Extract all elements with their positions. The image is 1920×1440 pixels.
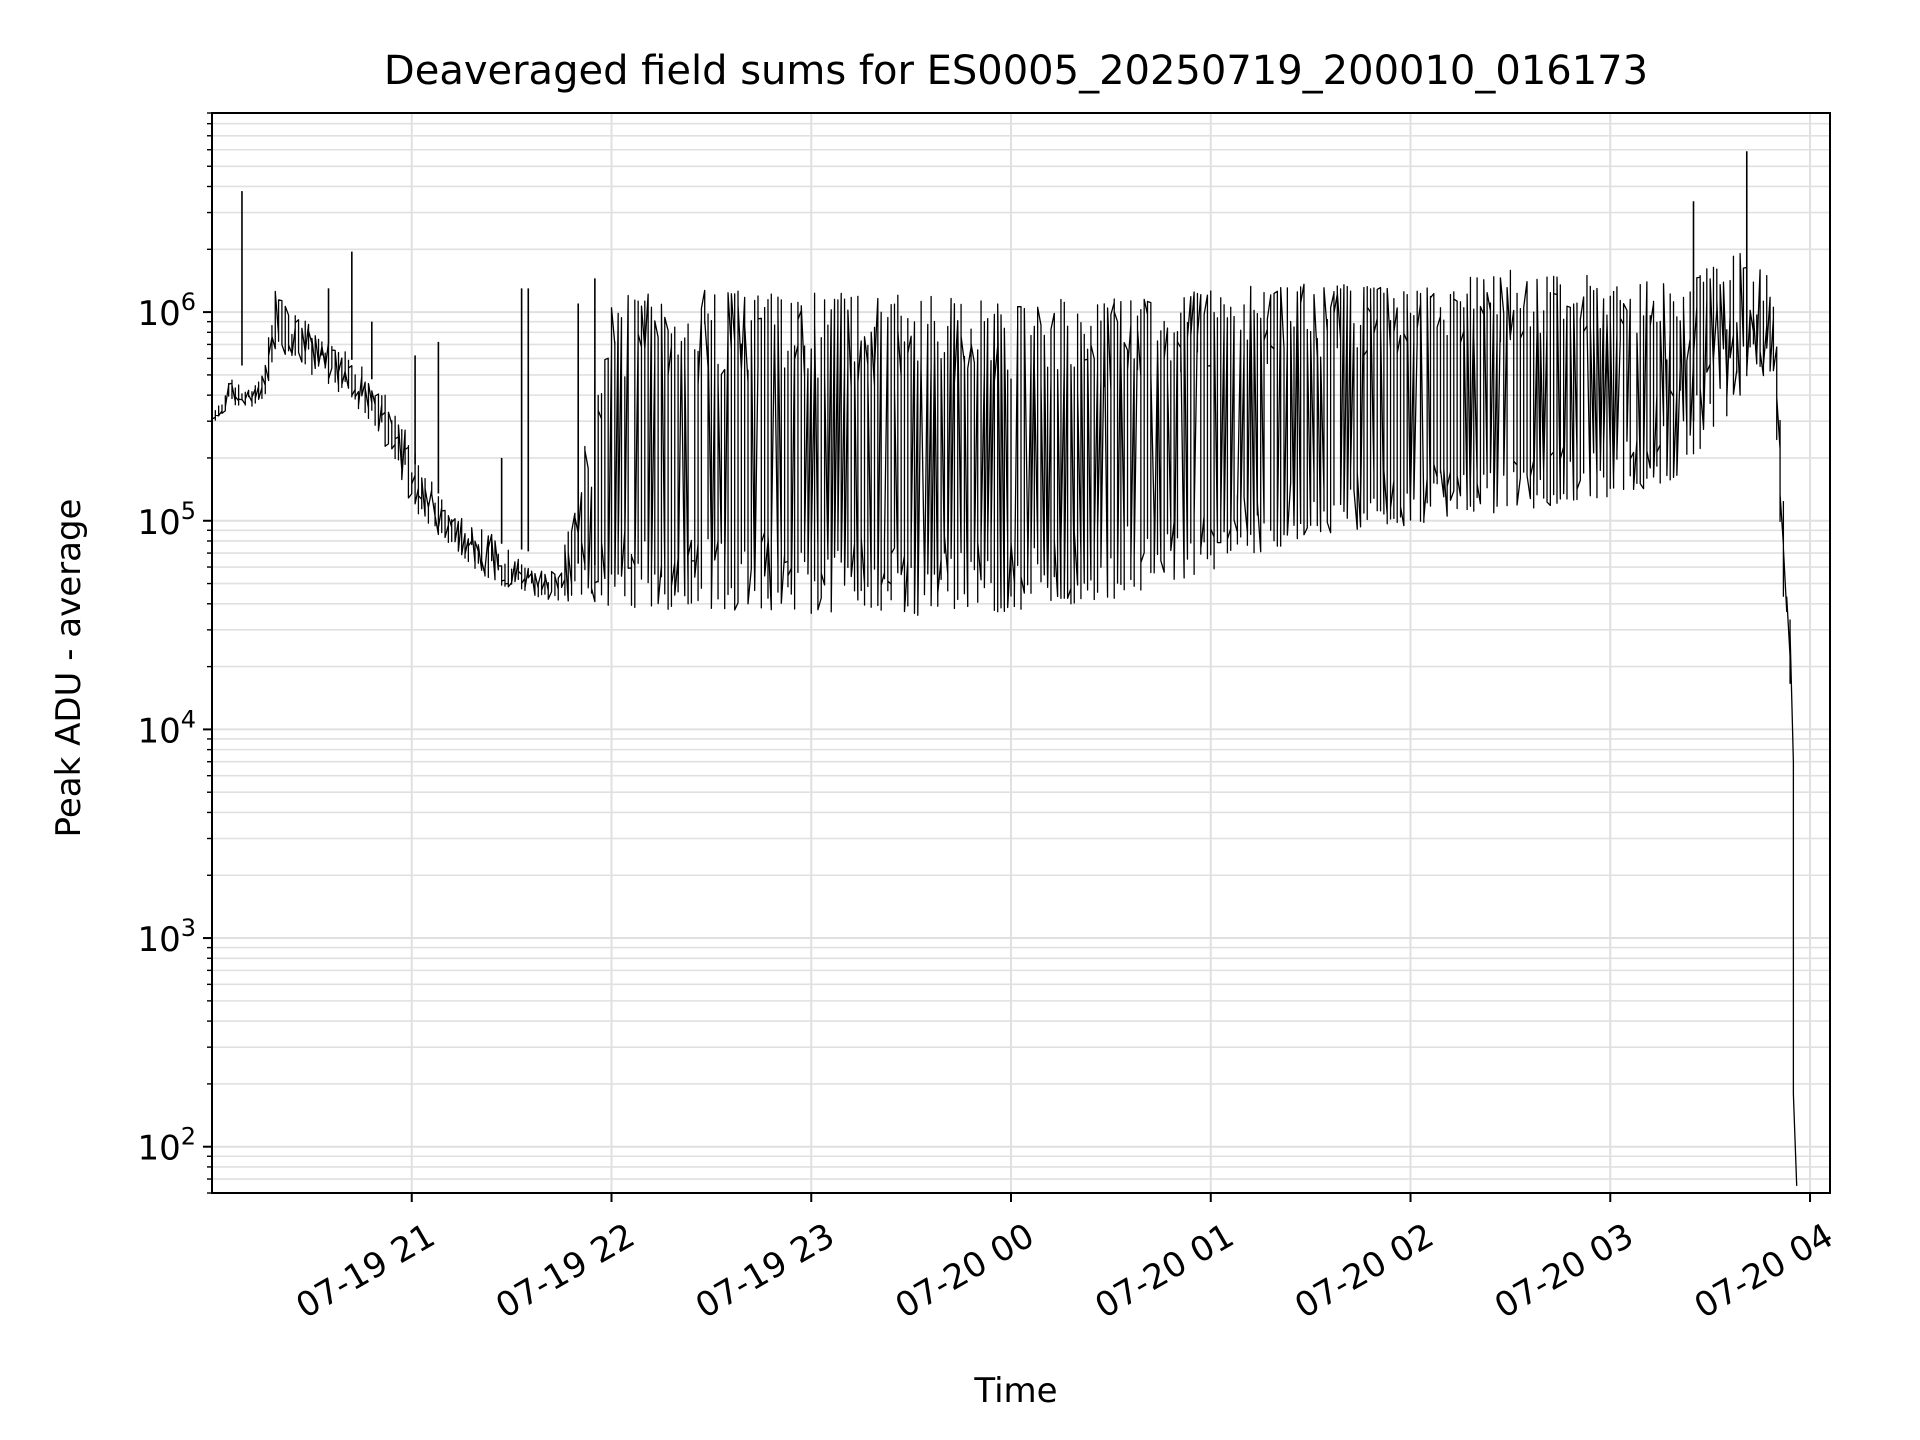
y-tick-label: 106: [137, 288, 196, 334]
y-tick-label: 105: [137, 497, 196, 543]
y-tick-label: 102: [137, 1123, 196, 1169]
series-layer: [211, 151, 1798, 1186]
x-axis-label: Time: [973, 1371, 1057, 1411]
series-line: [211, 251, 1798, 1186]
y-axis-label: Peak ADU - average: [49, 499, 89, 838]
chart-title: Deaveraged field sums for ES0005_2025071…: [384, 48, 1648, 94]
y-tick-label: 104: [137, 705, 196, 751]
y-tick-label: 103: [137, 914, 196, 960]
axes-frame: [211, 112, 1831, 1194]
